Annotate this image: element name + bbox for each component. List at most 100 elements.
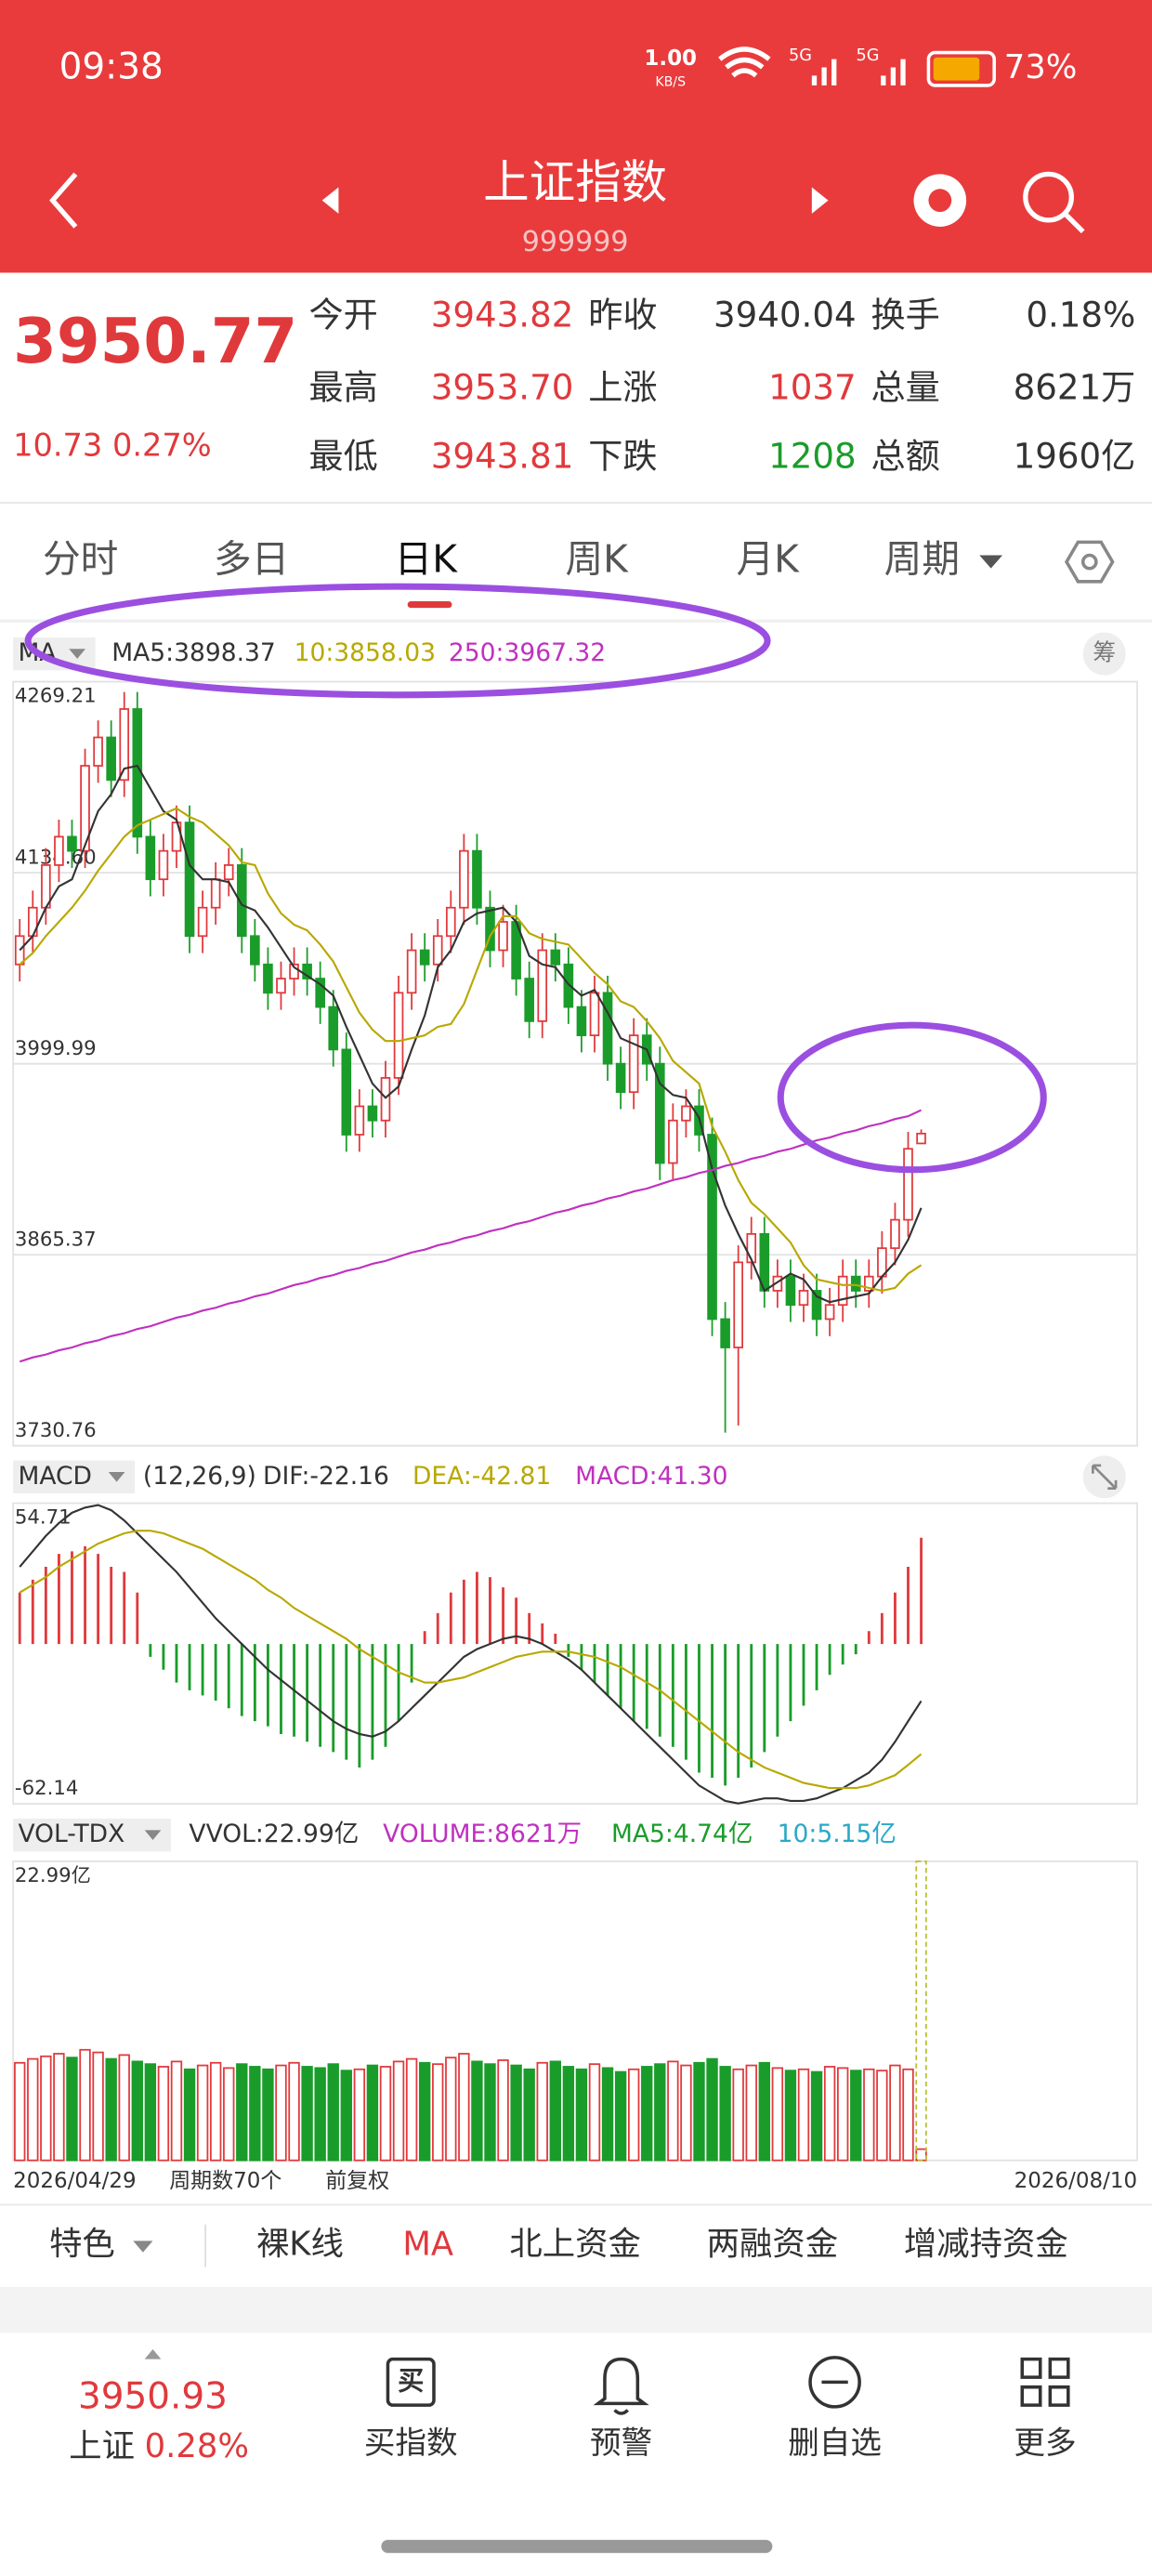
volume-bar [497,2059,509,2162]
candle-body [393,992,404,1079]
y-tick-label: -62.14 [15,1777,78,1800]
search-handle [1063,211,1085,234]
candle-body [890,1218,900,1250]
y-tick-label: 3730.76 [15,1419,97,1442]
tab[interactable]: 月K [736,537,800,582]
candle-body [628,1034,639,1094]
candle-body [498,921,508,952]
candle-body [341,1048,352,1136]
alert-icon[interactable] [593,2357,649,2415]
nav-item[interactable]: 更多 [1014,2425,1076,2461]
volume-bar [353,2068,366,2162]
tab[interactable]: 分时 [43,537,118,582]
indicator-tab[interactable]: 裸K线 [256,2226,344,2264]
volume-bar [432,2063,444,2162]
tab[interactable]: 多日 [214,537,289,582]
more-icon[interactable] [1020,2357,1070,2407]
volume-bar [262,2068,274,2162]
nav-item[interactable]: 删自选 [788,2425,882,2461]
candle-body [289,963,299,979]
volume-bar [14,2061,26,2162]
volume-bar [223,2067,235,2162]
candle-body [524,978,534,1022]
nav-change: 0.28% [145,2427,249,2465]
plots: 4269.214134.603999.993865.373730.7654.71… [13,680,1138,2193]
macd-params: (12,26,9) [143,1462,256,1491]
dropdown-arrow [108,1472,125,1482]
separator-band [0,2286,1152,2333]
volume-bar [562,2066,575,2162]
volume-bar [850,2070,862,2162]
candle-body [537,949,548,1022]
quote-label: 上涨 [588,367,657,407]
volume-bar [549,2060,561,2162]
tab[interactable]: 周K [566,537,630,582]
volume-bar [823,2066,836,2162]
remove-icon[interactable] [808,2356,861,2409]
wifi-icon [718,46,771,78]
vol-button[interactable] [13,1819,171,1852]
prev-button[interactable] [321,187,339,214]
quote-label: 最低 [309,437,378,477]
candle-body [354,1105,365,1136]
candle-body [184,821,195,938]
candle-body [472,849,482,909]
quote-label: 总量 [871,367,940,407]
volume-bar [183,2068,196,2162]
y-tick-label: 4269.21 [15,685,97,708]
indicator-tab-active[interactable]: MA [402,2226,453,2264]
next-button[interactable] [811,187,829,214]
index-code: 999999 [522,226,629,258]
buy-icon[interactable] [386,2357,436,2407]
signal-1 [811,59,837,85]
period-count: 周期数70个 [169,2169,281,2193]
candle-body [668,1119,678,1164]
tab-active[interactable]: 日K [395,537,459,582]
indicator-tab[interactable]: 特色 [49,2226,115,2264]
volume-bar [693,2061,705,2162]
candle-body [263,963,273,994]
quote-label: 下跌 [588,437,657,477]
last-price: 3950.77 [13,305,297,377]
dropdown-arrow [133,2241,153,2253]
chip-button[interactable] [1082,632,1126,676]
indicator-tab[interactable]: 两融资金 [707,2226,838,2264]
candle-body [119,708,130,782]
projected-volume [915,1860,927,2162]
candle-body [811,1290,822,1321]
volume-bar [249,2066,261,2162]
candle-body [589,992,600,1037]
candle-body [903,1148,913,1221]
search-button[interactable] [1023,171,1074,223]
candle-body [654,1062,665,1164]
quote-label: 换手 [871,296,940,335]
volume-bar [66,2057,78,2162]
settings-button[interactable] [1064,540,1115,584]
nav-item[interactable]: 买指数 [364,2425,458,2461]
candle-body [302,963,312,979]
quote-grid: 今开 3943.82 昨收 3940.04 换手 0.18% 最高 3953.7… [309,296,1136,477]
candle-body [419,949,430,966]
dropdown-arrow [979,555,1003,569]
quote-value: 1037 [768,367,857,407]
quote-value: 3943.81 [431,437,574,477]
page-title: 上证指数 [483,155,667,209]
volume-bar [915,2148,927,2162]
volume-bar [732,2068,744,2162]
volume-bar [667,2060,679,2162]
indicator-tab[interactable]: 北上资金 [509,2226,640,2264]
volume-bar [510,2064,522,2162]
indicator-tab[interactable]: 增减持资金 [904,2226,1068,2264]
battery-level [933,57,980,81]
net-speed-unit: KB/S [655,74,686,89]
nav-item[interactable]: 预警 [590,2425,652,2461]
tab[interactable]: 周期 [884,537,960,582]
header-bg [0,0,1152,273]
candle-body [916,1132,926,1145]
back-button[interactable] [49,172,78,229]
candle-body [733,1261,743,1348]
legend-item: DEA:-42.81 [412,1462,551,1491]
quote-value: 0.18% [1026,296,1135,335]
volume-bar [105,2057,117,2162]
candle-body [54,835,64,866]
